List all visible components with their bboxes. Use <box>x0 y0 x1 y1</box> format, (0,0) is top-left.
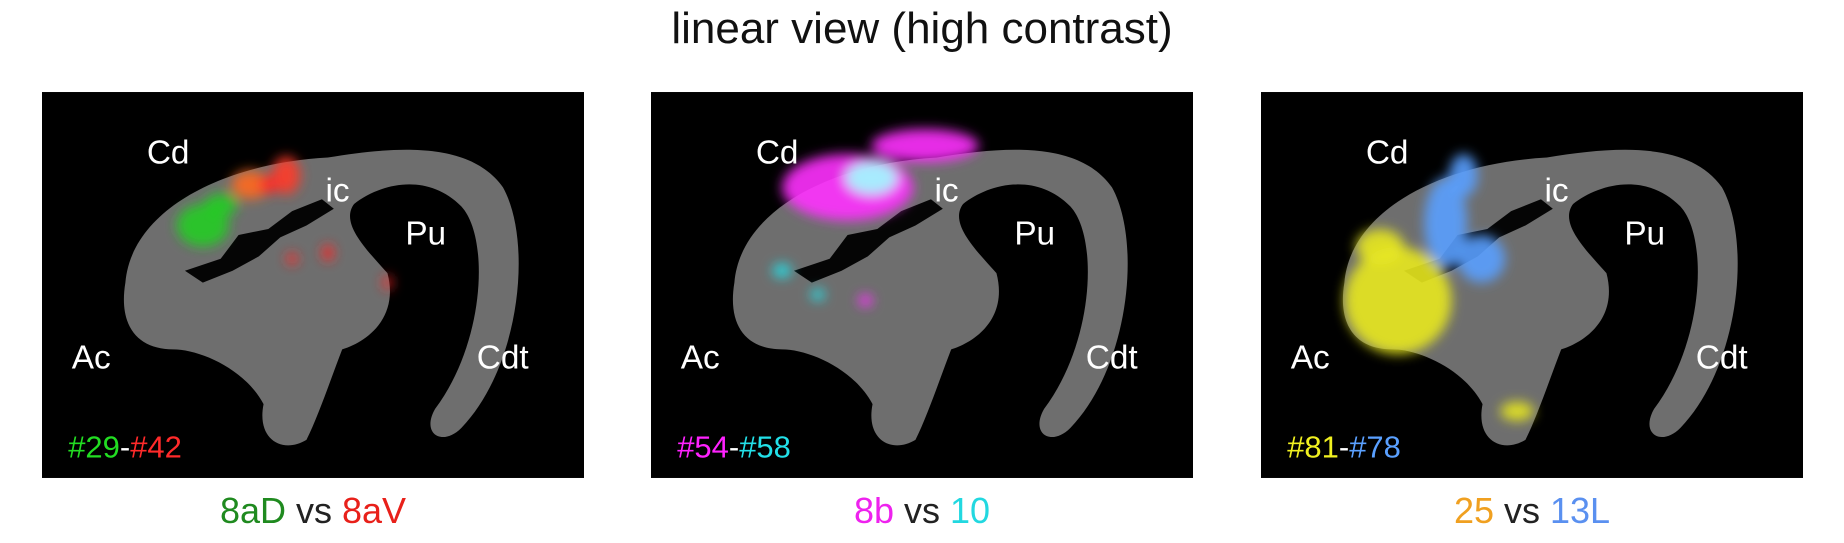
figure-title: linear view (high contrast) <box>671 4 1173 53</box>
label-blob <box>382 275 393 290</box>
internal-capsule-gap <box>793 199 943 283</box>
label-blob <box>1344 246 1452 355</box>
labeling <box>772 128 979 307</box>
label-blob <box>810 288 825 301</box>
label-blob <box>204 193 238 218</box>
case-id: - <box>1339 430 1349 465</box>
caption-part: 8b <box>853 490 894 531</box>
caption-part: vs <box>904 490 940 531</box>
label-blob <box>231 170 270 200</box>
region-label: Ac <box>1291 339 1330 376</box>
case-id: - <box>120 430 130 465</box>
region-label: Pu <box>1624 215 1665 252</box>
striatum <box>732 149 1128 446</box>
labeling <box>176 156 393 290</box>
label-blob <box>286 252 299 265</box>
brain-image: Cd ic Pu Ac Cdt #29-#42 <box>42 92 584 478</box>
label-blob <box>772 263 792 278</box>
caption-part: vs <box>1503 490 1540 531</box>
label-blob <box>271 156 301 195</box>
region-label: ic <box>1545 173 1569 210</box>
label-blob <box>858 294 873 307</box>
region-label: ic <box>326 173 350 210</box>
case-ids: #81-#78 <box>1287 430 1401 465</box>
caption-part: 10 <box>950 490 991 531</box>
caption-part: 25 <box>1453 490 1494 531</box>
label-blob <box>1424 177 1468 269</box>
region-label: Cdt <box>1086 339 1139 376</box>
case-id: #81 <box>1287 430 1339 465</box>
caption-part: 8aD <box>219 490 286 531</box>
brain-image: Cd ic Pu Ac Cdt #54-#58 <box>651 92 1193 478</box>
case-id: #78 <box>1349 430 1401 465</box>
region-label: Cd <box>756 134 799 171</box>
caption: 25 vs 13L <box>1261 490 1803 532</box>
brain-image: Cd ic Pu Ac Cdt #81-#78 <box>1261 92 1803 478</box>
internal-capsule-gap <box>184 199 334 283</box>
case-id: #54 <box>677 430 729 465</box>
label-blob <box>1457 234 1506 283</box>
label-blob <box>782 153 914 221</box>
case-id: #58 <box>739 430 791 465</box>
label-blob <box>1356 229 1404 265</box>
case-id: #29 <box>68 430 120 465</box>
case-ids: #54-#58 <box>677 430 791 465</box>
region-label: Cdt <box>477 339 530 376</box>
label-blob <box>871 128 979 163</box>
case-ids: #29-#42 <box>68 430 182 465</box>
case-id: - <box>729 430 739 465</box>
caption-part: 8aV <box>341 490 407 531</box>
label-blob <box>321 244 334 262</box>
label-blob <box>1500 401 1534 421</box>
region-label: Pu <box>405 215 446 252</box>
region-label: Pu <box>1014 215 1055 252</box>
region-label: Ac <box>681 339 720 376</box>
region-label: Cd <box>147 134 190 171</box>
region-label: Ac <box>72 339 111 376</box>
region-label: Cd <box>1366 134 1409 171</box>
region-label: ic <box>935 173 959 210</box>
label-blob <box>1449 153 1478 197</box>
label-blob <box>258 175 278 195</box>
caption-part: 13L <box>1549 490 1611 531</box>
caption: 8aD vs 8aV <box>42 490 584 532</box>
case-id: #42 <box>130 430 182 465</box>
caption: 8b vs 10 <box>651 490 1193 532</box>
region-label: Cdt <box>1696 339 1749 376</box>
labeling <box>1344 153 1534 421</box>
label-blob <box>845 161 898 195</box>
caption-part: vs <box>295 490 332 531</box>
